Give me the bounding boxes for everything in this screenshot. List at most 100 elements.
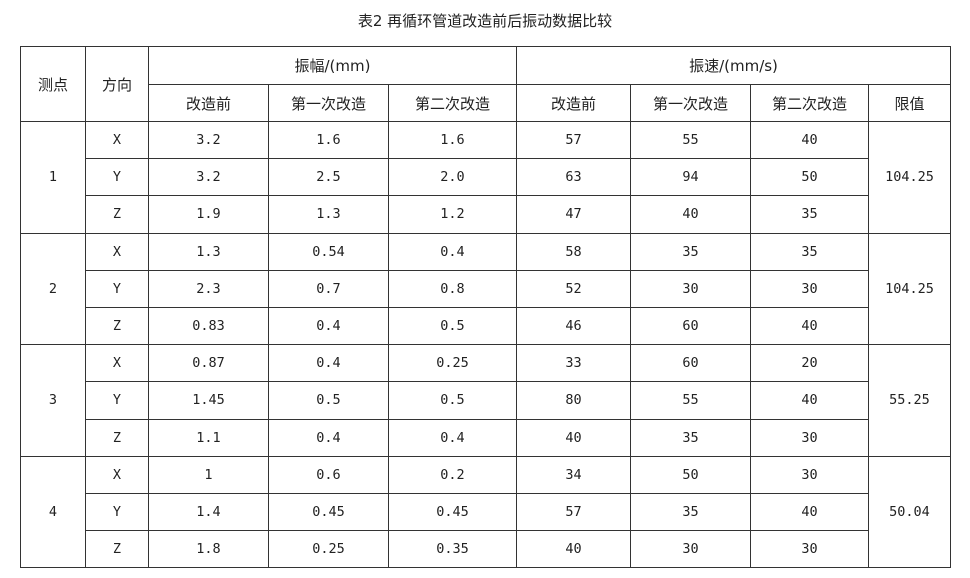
direction-cell: X xyxy=(85,455,149,494)
table-body: 1 X 3.2 1.6 1.6 57 55 40 104.25 Y 3.2 2.5 2.0 63 94 50 Z… xyxy=(20,120,951,569)
direction-cell: Y xyxy=(85,269,149,308)
velocity-first-cell: 94 xyxy=(630,158,751,197)
amplitude-first-cell: 0.54 xyxy=(268,232,389,271)
amplitude-before-cell: 0.83 xyxy=(148,306,269,346)
amplitude-before-cell: 1.1 xyxy=(148,418,269,457)
amplitude-first-cell: 2.5 xyxy=(268,158,389,197)
velocity-before-cell: 52 xyxy=(516,269,631,308)
velocity-second-cell: 40 xyxy=(750,306,869,346)
amplitude-first-cell: 1.3 xyxy=(268,195,389,234)
velocity-before-cell: 57 xyxy=(516,120,631,160)
amplitude-second-cell: 1.2 xyxy=(388,195,517,234)
amplitude-second-cell: 0.25 xyxy=(388,344,517,383)
velocity-before-cell: 34 xyxy=(516,455,631,494)
velocity-first-cell: 35 xyxy=(630,418,751,457)
velocity-first-cell: 60 xyxy=(630,306,751,346)
header-row-2: 改造前 第一次改造 第二次改造 改造前 第一次改造 第二次改造 限值 xyxy=(21,84,951,122)
velocity-second-cell: 40 xyxy=(750,381,869,420)
table-title: 表2 再循环管道改造前后振动数据比较 xyxy=(357,12,613,30)
velocity-first-cell: 40 xyxy=(630,195,751,234)
velocity-before-cell: 46 xyxy=(516,306,631,346)
velocity-second-cell: 30 xyxy=(750,418,869,457)
amplitude-before-cell: 3.2 xyxy=(148,120,269,160)
direction-cell: Z xyxy=(85,306,149,346)
amplitude-before-cell: 1.45 xyxy=(148,381,269,420)
amplitude-before-cell: 3.2 xyxy=(148,158,269,197)
table-row: 2 X 1.3 0.54 0.4 58 35 35 104.25 xyxy=(20,232,951,346)
amplitude-second-cell: 1.6 xyxy=(388,120,517,160)
header-point: 测点 xyxy=(20,46,86,122)
table-row: 3 X 0.87 0.4 0.25 33 60 20 55.25 xyxy=(20,344,951,457)
amplitude-before-cell: 0.87 xyxy=(148,344,269,383)
direction-cell: Z xyxy=(85,418,149,457)
header-vel-second: 第二次改造 xyxy=(750,84,869,122)
limit-cell: 104.25 xyxy=(868,232,951,346)
direction-cell: Z xyxy=(85,195,149,234)
velocity-second-cell: 50 xyxy=(750,158,869,197)
velocity-before-cell: 57 xyxy=(516,492,631,532)
vibration-data-table: 测点 方向 振幅/(mm) 振速/(mm/s) 改造前 第一次改造 第二次改造 … xyxy=(20,46,951,569)
header-vel-first: 第一次改造 xyxy=(630,84,751,122)
table-row: Z 0.83 0.4 0.5 46 60 40 xyxy=(21,306,951,346)
velocity-before-cell: 58 xyxy=(516,232,631,271)
amplitude-first-cell: 0.5 xyxy=(268,381,389,420)
velocity-second-cell: 35 xyxy=(750,232,869,271)
direction-cell: Y xyxy=(85,381,149,420)
limit-cell: 104.25 xyxy=(868,121,951,234)
point-cell: 3 xyxy=(20,344,86,457)
header-limit: 限值 xyxy=(868,84,951,122)
direction-cell: Y xyxy=(85,158,149,197)
point-cell: 4 xyxy=(20,455,86,569)
amplitude-second-cell: 0.5 xyxy=(388,381,517,420)
point-cell: 1 xyxy=(20,121,86,234)
table-row: Y 1.45 0.5 0.5 80 55 40 xyxy=(21,381,951,420)
amplitude-second-cell: 2.0 xyxy=(388,158,517,197)
header-amp-before: 改造前 xyxy=(148,84,269,122)
velocity-before-cell: 33 xyxy=(516,344,631,383)
table-row: 1 X 3.2 1.6 1.6 57 55 40 104.25 xyxy=(20,120,951,234)
velocity-before-cell: 63 xyxy=(516,158,631,197)
direction-cell: X xyxy=(85,120,149,160)
velocity-second-cell: 20 xyxy=(750,344,869,383)
amplitude-second-cell: 0.35 xyxy=(388,530,517,569)
amplitude-first-cell: 0.6 xyxy=(268,455,389,494)
velocity-second-cell: 40 xyxy=(750,120,869,160)
velocity-first-cell: 35 xyxy=(630,492,751,532)
velocity-first-cell: 30 xyxy=(630,530,751,569)
velocity-second-cell: 35 xyxy=(750,195,869,234)
amplitude-second-cell: 0.2 xyxy=(388,455,517,494)
table-row: Z 1.1 0.4 0.4 40 35 30 xyxy=(21,418,951,457)
velocity-second-cell: 30 xyxy=(750,530,869,569)
header-vel-before: 改造前 xyxy=(516,84,631,122)
amplitude-before-cell: 1.8 xyxy=(148,530,269,569)
velocity-first-cell: 60 xyxy=(630,344,751,383)
velocity-second-cell: 30 xyxy=(750,269,869,308)
header-row-1: 测点 方向 振幅/(mm) 振速/(mm/s) xyxy=(20,46,951,122)
table-row: 4 X 1 0.6 0.2 34 50 30 50.04 xyxy=(20,455,951,569)
limit-cell: 50.04 xyxy=(868,455,951,569)
limit-cell: 55.25 xyxy=(868,344,951,457)
velocity-first-cell: 35 xyxy=(630,232,751,271)
table-row: Y 1.4 0.45 0.45 57 35 40 xyxy=(21,492,951,532)
direction-cell: Z xyxy=(85,530,149,569)
amplitude-before-cell: 1.3 xyxy=(148,232,269,271)
table-row: Z 1.9 1.3 1.2 47 40 35 xyxy=(21,195,951,234)
table-row: Z 1.8 0.25 0.35 40 30 30 xyxy=(21,530,951,569)
amplitude-second-cell: 0.5 xyxy=(388,306,517,346)
velocity-before-cell: 80 xyxy=(516,381,631,420)
amplitude-second-cell: 0.8 xyxy=(388,269,517,308)
amplitude-before-cell: 1.9 xyxy=(148,195,269,234)
velocity-first-cell: 50 xyxy=(630,455,751,494)
header-amp-second: 第二次改造 xyxy=(388,84,517,122)
amplitude-before-cell: 1.4 xyxy=(148,492,269,532)
amplitude-before-cell: 2.3 xyxy=(148,269,269,308)
direction-cell: X xyxy=(85,344,149,383)
velocity-first-cell: 55 xyxy=(630,381,751,420)
amplitude-second-cell: 0.45 xyxy=(388,492,517,532)
point-cell: 2 xyxy=(20,232,86,346)
velocity-before-cell: 40 xyxy=(516,418,631,457)
velocity-second-cell: 30 xyxy=(750,455,869,494)
velocity-first-cell: 30 xyxy=(630,269,751,308)
amplitude-first-cell: 0.45 xyxy=(268,492,389,532)
amplitude-second-cell: 0.4 xyxy=(388,232,517,271)
